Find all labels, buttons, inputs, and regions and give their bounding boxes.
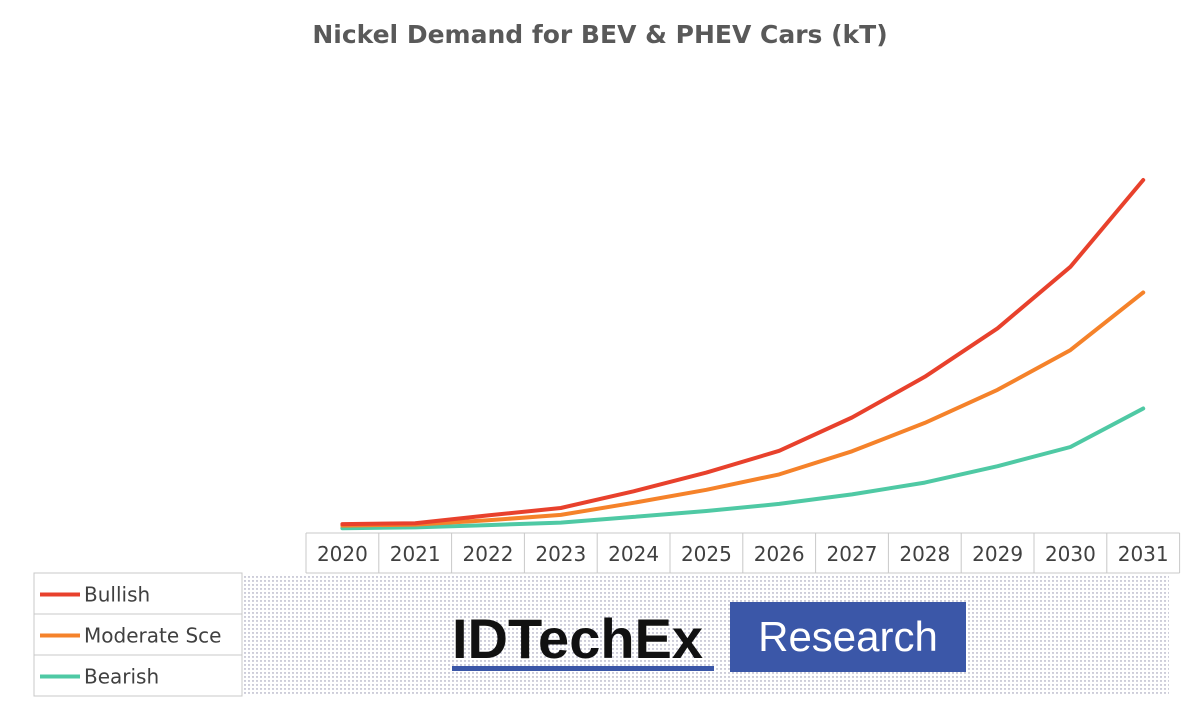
series-line-bearish [340, 406, 1146, 531]
x-tick-label-2020: 2020 [317, 542, 368, 566]
logo-word-idtechex: IDTechEx [452, 607, 703, 670]
series-lines [340, 178, 1146, 531]
logo-underline [452, 666, 714, 671]
logo-research-box [730, 602, 966, 672]
series-line-bullish [340, 178, 1146, 527]
legend-row-border [33, 654, 243, 697]
x-tick-label-2028: 2028 [899, 542, 950, 566]
logo-dotted-background [243, 574, 1169, 696]
legend-label-bearish: Bearish [84, 665, 159, 689]
x-tick-label-2025: 2025 [681, 542, 732, 566]
data-table [33, 532, 1181, 697]
legend: Bullish Moderate Sce Bearish [40, 583, 221, 689]
x-axis-tick-labels: 2020 2021 2022 2023 2024 2025 2026 2027 2028 2029… [317, 542, 1169, 566]
x-tick-label-2023: 2023 [535, 542, 586, 566]
x-tick-label-2021: 2021 [390, 542, 441, 566]
x-tick-label-2031: 2031 [1118, 542, 1169, 566]
chart-title: Nickel Demand for BEV & PHEV Cars (kT) [312, 20, 888, 49]
x-tick-label-2026: 2026 [754, 542, 805, 566]
x-tick-label-2022: 2022 [463, 542, 514, 566]
x-tick-label-2029: 2029 [972, 542, 1023, 566]
logo-word-research: Research [758, 613, 938, 660]
x-tick-label-2024: 2024 [608, 542, 659, 566]
legend-label-moderate-sce: Moderate Sce [84, 624, 221, 648]
x-tick-label-2027: 2027 [827, 542, 878, 566]
series-line-moderate-sce [340, 290, 1146, 528]
legend-label-bullish: Bullish [84, 583, 150, 607]
x-tick-label-2030: 2030 [1045, 542, 1096, 566]
idtechex-logo: IDTechEx Research [243, 574, 1169, 696]
